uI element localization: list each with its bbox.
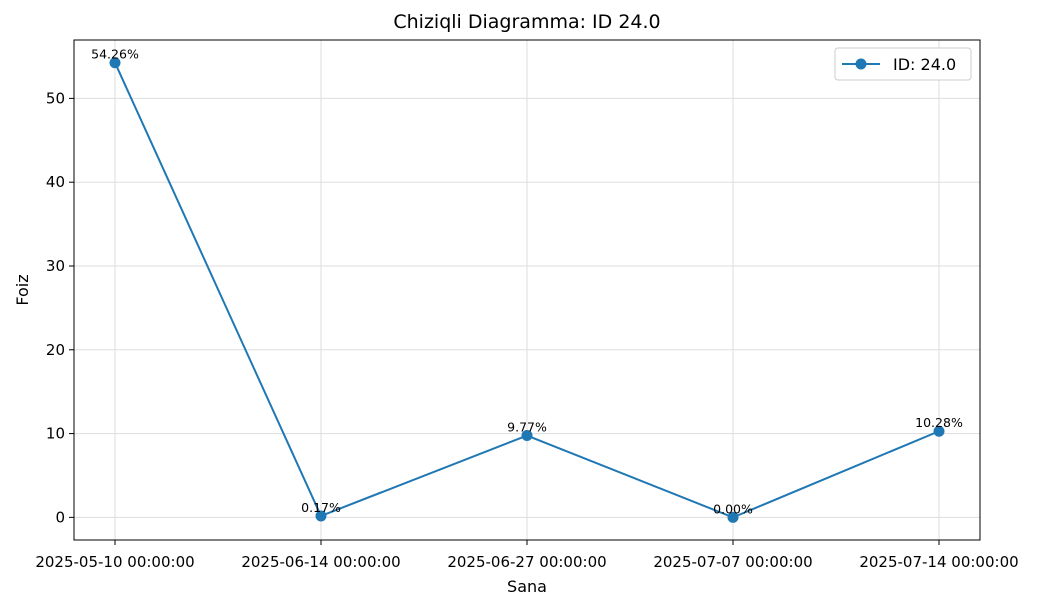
data-point-marker (315, 510, 327, 522)
x-tick-label: 2025-07-14 00:00:00 (859, 553, 1018, 571)
y-tick-label: 50 (46, 89, 65, 107)
x-axis-label: Sana (507, 577, 547, 596)
y-tick-label: 30 (46, 257, 65, 275)
legend: ID: 24.0 (834, 47, 972, 81)
series-layer (109, 57, 945, 523)
x-tick-label: 2025-06-14 00:00:00 (241, 553, 400, 571)
y-tick-label: 40 (46, 173, 65, 191)
y-axis-ticks: 0 10 20 30 40 50 (46, 89, 74, 526)
x-tick-label: 2025-05-10 00:00:00 (35, 553, 194, 571)
legend-box (834, 47, 972, 81)
data-point-label: 10.28% (915, 415, 963, 430)
data-point-label: 0.17% (301, 500, 341, 515)
legend-marker-swatch (855, 58, 867, 70)
x-axis-ticks: 2025-05-10 00:00:00 2025-06-14 00:00:00 20… (35, 540, 1019, 571)
y-tick-label: 20 (46, 341, 65, 359)
y-tick-label: 10 (46, 425, 65, 443)
data-point-label: 0.00% (713, 501, 753, 516)
data-point-label: 9.77% (507, 420, 547, 435)
x-tick-label: 2025-07-07 00:00:00 (653, 553, 812, 571)
data-point-marker (727, 511, 739, 523)
x-tick-label: 2025-06-27 00:00:00 (447, 553, 606, 571)
chart-title: Chiziqli Diagramma: ID 24.0 (393, 11, 660, 33)
y-tick-label: 0 (55, 508, 65, 526)
data-point-marker (521, 430, 533, 442)
y-axis-label: Foiz (13, 274, 32, 305)
data-point-label: 54.26% (91, 47, 139, 62)
data-point-marker (933, 425, 945, 437)
data-labels: 54.26% 0.17% 9.77% 0.00% 10.28% (91, 47, 963, 517)
legend-entry-label: ID: 24.0 (893, 55, 956, 74)
data-point-marker (109, 57, 121, 69)
